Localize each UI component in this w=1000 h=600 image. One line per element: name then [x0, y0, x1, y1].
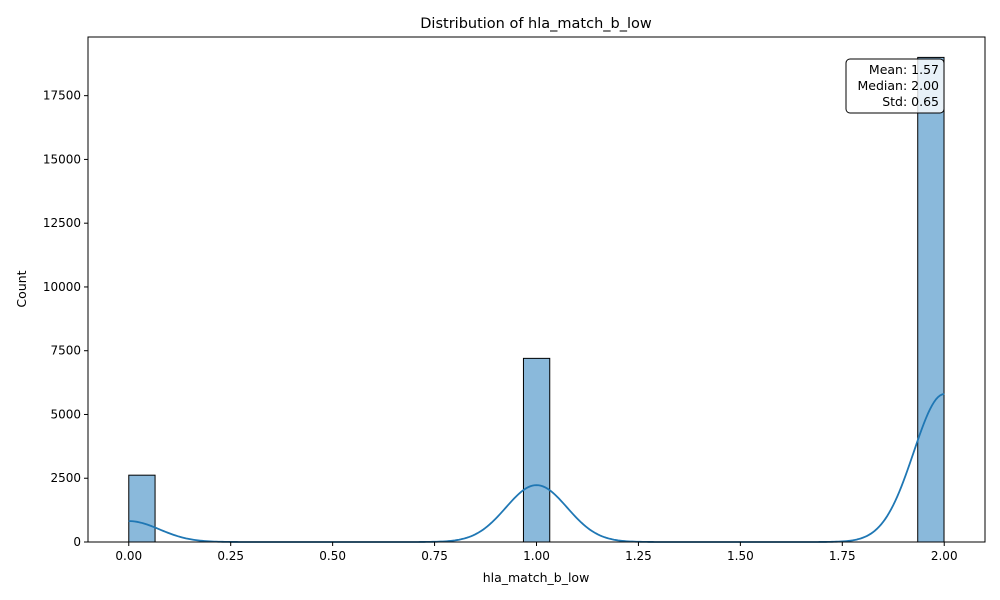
y-tick-label-7: 17500: [43, 89, 81, 103]
y-tick-label-6: 15000: [43, 152, 81, 166]
y-axis-label: Count: [14, 270, 29, 307]
x-tick-label-8: 2.00: [931, 549, 958, 563]
chart-title: Distribution of hla_match_b_low: [420, 16, 652, 32]
x-tick-label-2: 0.50: [319, 549, 346, 563]
x-tick-label-0: 0.00: [115, 549, 142, 563]
stats-box: [845, 58, 945, 114]
x-tick-label-3: 0.75: [421, 549, 448, 563]
y-tick-label-5: 12500: [43, 216, 81, 230]
plot-area: 0.00 0.25 0.50 0.75 1.00 1.25 1.50 1.75 2.00 0 250…: [43, 36, 986, 563]
y-tick-label-3: 7500: [50, 344, 81, 358]
stats-line-2: Std: 0.65: [882, 94, 939, 109]
x-tick-label-5: 1.25: [625, 549, 652, 563]
y-tick-label-4: 10000: [43, 280, 81, 294]
stats-line-0: Mean: 1.57: [869, 62, 939, 77]
x-tick-label-6: 1.50: [727, 549, 754, 563]
stats-line-1: Median: 2.00: [858, 78, 940, 93]
histogram-bar-0: [128, 474, 156, 543]
y-tick-label-2: 5000: [50, 407, 81, 421]
x-tick-label-4: 1.00: [523, 549, 550, 563]
y-tick-label-0: 0: [73, 535, 81, 549]
y-tick-label-1: 2500: [50, 471, 81, 485]
x-tick-label-7: 1.75: [829, 549, 856, 563]
histogram-bar-2: [917, 56, 945, 543]
x-tick-label-1: 0.25: [217, 549, 244, 563]
histogram-bar-1: [522, 357, 551, 543]
x-axis-label: hla_match_b_low: [483, 570, 590, 585]
